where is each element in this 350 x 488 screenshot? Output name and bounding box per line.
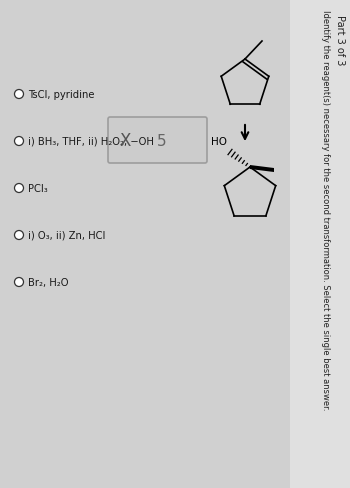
FancyBboxPatch shape bbox=[290, 0, 350, 488]
Circle shape bbox=[14, 137, 23, 146]
Circle shape bbox=[14, 184, 23, 193]
Text: 5: 5 bbox=[157, 133, 167, 148]
Text: Part 3 of 3: Part 3 of 3 bbox=[335, 15, 345, 65]
Text: Br₂, H₂O: Br₂, H₂O bbox=[28, 278, 69, 287]
Circle shape bbox=[14, 90, 23, 99]
Text: i) O₃, ii) Zn, HCl: i) O₃, ii) Zn, HCl bbox=[28, 230, 105, 241]
FancyBboxPatch shape bbox=[108, 118, 207, 163]
Text: HO: HO bbox=[211, 137, 227, 147]
Text: PCl₃: PCl₃ bbox=[28, 183, 48, 194]
Circle shape bbox=[14, 231, 23, 240]
Text: i) BH₃, THF, ii) H₂O₂, −OH: i) BH₃, THF, ii) H₂O₂, −OH bbox=[28, 137, 154, 147]
Polygon shape bbox=[250, 165, 274, 173]
Text: X: X bbox=[119, 132, 131, 150]
Text: Identify the reagent(s) necessary for the second transformation. Select the sing: Identify the reagent(s) necessary for th… bbox=[321, 10, 330, 409]
Circle shape bbox=[14, 278, 23, 287]
Text: TsCl, pyridine: TsCl, pyridine bbox=[28, 90, 94, 100]
